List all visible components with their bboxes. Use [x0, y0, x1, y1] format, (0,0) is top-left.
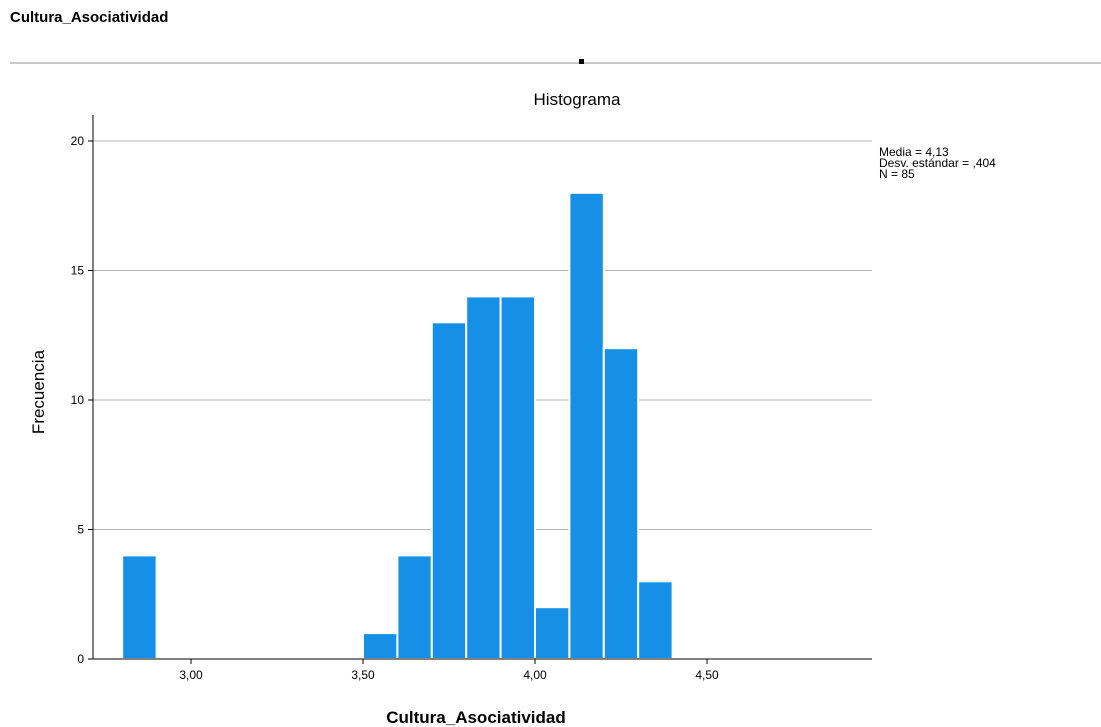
x-tick-label: 3,50 [351, 668, 375, 682]
stats-line: Desv. estándar = ,404 [879, 156, 996, 170]
section-divider [10, 62, 1101, 64]
y-tick-label: 5 [77, 523, 84, 537]
stats-line: N = 85 [879, 167, 915, 181]
x-tick-label: 4,00 [523, 668, 547, 682]
stats-line: Media = 4,13 [879, 145, 949, 159]
variable-heading: Cultura_Asociatividad [10, 9, 169, 26]
histogram-bar [465, 295, 502, 660]
histogram-bar [602, 347, 640, 660]
axes [88, 115, 872, 664]
histogram-bar [362, 632, 399, 660]
histogram-bar [121, 554, 158, 661]
y-tick-label: 0 [77, 652, 84, 666]
chart-title: Histograma [534, 90, 621, 109]
y-tick-label: 20 [71, 134, 85, 148]
y-tick-label: 10 [71, 393, 85, 407]
x-tick-labels: 3,00 3,50 4,00 4,50 [179, 668, 719, 682]
x-tick-label: 4,50 [695, 668, 719, 682]
histogram-bar [534, 606, 571, 661]
histogram-bar [499, 295, 537, 660]
y-tick-labels: 0 5 10 15 20 [71, 134, 85, 666]
histogram-bar [396, 554, 433, 661]
histogram-bars [121, 191, 674, 661]
x-axis-label: Cultura_Asociatividad [386, 708, 566, 727]
y-tick-label: 15 [71, 264, 85, 278]
histogram-bar [568, 191, 605, 661]
histogram-bar [637, 580, 674, 660]
histogram-bar [430, 321, 468, 660]
resize-handle[interactable] [579, 59, 584, 64]
y-axis-label: Frecuencia [29, 349, 48, 434]
x-tick-label: 3,00 [179, 668, 203, 682]
